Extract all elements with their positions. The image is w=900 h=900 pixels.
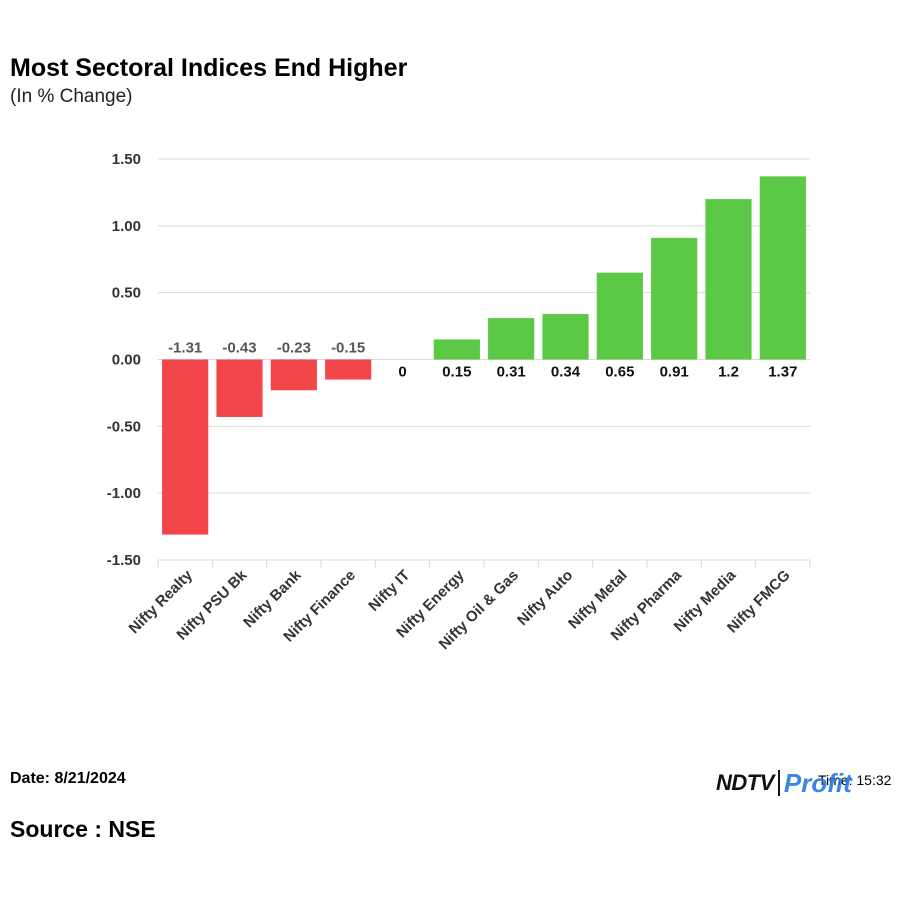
y-tick-label: -0.50: [107, 418, 141, 435]
bar: [759, 176, 806, 360]
ndtv-profit-logo: NDTV Profit: [716, 768, 852, 798]
time-label: Time: 15:32: [818, 772, 892, 788]
bar: [162, 359, 209, 535]
data-label: -0.15: [331, 340, 365, 357]
data-label: -0.23: [277, 340, 311, 357]
data-label: 1.2: [718, 364, 739, 381]
bar: [596, 272, 643, 360]
logo-divider: [777, 770, 780, 796]
bar: [270, 359, 317, 391]
data-label: 1.37: [768, 364, 797, 381]
data-label: 0: [398, 364, 406, 381]
data-label: 0.15: [442, 364, 471, 381]
chart-title: Most Sectoral Indices End Higher: [10, 54, 408, 82]
date-label: Date: 8/21/2024: [10, 770, 126, 787]
bar: [325, 359, 372, 380]
bar-chart: 1.50 1.00 0.50 0.00 -0.50 -1.00 -1.50 -1.31 Nift…: [107, 151, 811, 653]
y-tick-label: 1.50: [112, 151, 141, 168]
y-tick-label: -1.00: [107, 485, 141, 502]
data-label: -0.43: [222, 340, 256, 357]
logo-profit-text: Profit: [783, 767, 852, 798]
y-tick-label: 1.00: [112, 218, 141, 235]
y-tick-label: 0.50: [112, 285, 141, 302]
bar: [488, 318, 535, 360]
category-label: Nifty IT: [365, 567, 413, 615]
logo-ndtv-text: NDTV: [716, 770, 774, 795]
bar: [433, 339, 480, 360]
source-label: Source : NSE: [10, 816, 156, 842]
data-label: 0.91: [660, 364, 689, 381]
chart-subtitle: (In % Change): [10, 86, 133, 107]
data-label: 0.34: [551, 364, 581, 381]
y-tick-label: 0.00: [112, 352, 141, 369]
bar: [705, 199, 752, 360]
data-label: 0.31: [497, 364, 526, 381]
bar: [216, 359, 263, 417]
bar: [542, 314, 589, 360]
data-label: -1.31: [168, 340, 202, 357]
bar: [651, 237, 698, 360]
data-label: 0.65: [605, 364, 634, 381]
y-tick-label: -1.50: [107, 552, 141, 569]
